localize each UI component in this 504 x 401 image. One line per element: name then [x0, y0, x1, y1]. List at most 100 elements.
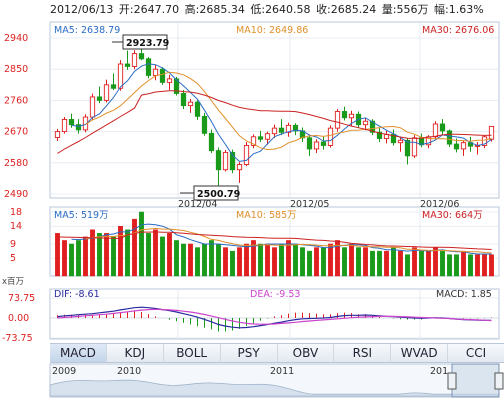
- volume-ma10-line: [85, 227, 492, 254]
- volume-y-ticks: 18 14 9 5: [10, 207, 22, 264]
- volume-bar: [132, 218, 137, 277]
- volume-bar: [426, 250, 431, 277]
- volume-bar: [251, 240, 256, 277]
- candle-body: [124, 63, 131, 67]
- price-y-tick-label: 2760: [4, 95, 28, 106]
- volume-value: 556万: [396, 3, 429, 16]
- low-value: 2640.58: [265, 3, 311, 16]
- candle-body: [159, 68, 166, 83]
- volume-bar: [188, 243, 193, 277]
- navigator-left-handle[interactable]: [447, 372, 457, 390]
- close-value: 2685.24: [330, 3, 377, 16]
- price-y-tick-label: 2490: [4, 189, 28, 200]
- volume-bar: [307, 250, 312, 277]
- volume-bar: [97, 233, 102, 277]
- candle-body: [145, 58, 152, 76]
- tab-boll[interactable]: BOLL: [164, 344, 221, 362]
- candle-body: [166, 78, 173, 83]
- dif-legend: DIF: -8.61: [54, 289, 100, 300]
- candle-body: [68, 119, 75, 126]
- volume-bar: [440, 250, 445, 277]
- candle-body: [180, 93, 187, 107]
- price-y-tick-label: 2940: [4, 33, 28, 44]
- macd-y-ticks: 73.75 0.00 -73.75: [2, 293, 35, 344]
- candle-body: [152, 68, 159, 76]
- volume-bar: [328, 243, 333, 277]
- candle-body: [320, 141, 327, 146]
- candle-body: [334, 111, 341, 129]
- volume-bar: [468, 254, 473, 277]
- candle-body: [96, 96, 103, 101]
- dea-legend: DEA: -9.53: [250, 289, 300, 300]
- high-annotation: 2923.79: [112, 34, 169, 50]
- tab-macd[interactable]: MACD: [50, 344, 107, 362]
- volume-bar: [272, 247, 277, 277]
- candle-body: [103, 84, 110, 101]
- volume-bar: [125, 229, 130, 277]
- candle-body: [117, 63, 124, 89]
- candle-body: [439, 123, 446, 132]
- candle-body: [54, 131, 61, 138]
- candle-body: [390, 133, 397, 144]
- quote-date: 2012/06/13: [50, 3, 114, 16]
- candle-body: [341, 111, 348, 119]
- navigator-right-handle[interactable]: [494, 372, 504, 390]
- volume-bar: [342, 247, 347, 277]
- volume-bar: [398, 250, 403, 277]
- candle-body: [397, 139, 404, 144]
- volume-bar: [482, 254, 487, 277]
- vol-ma5-legend: MA5: 519万: [54, 210, 109, 221]
- open-label: 开:: [118, 3, 134, 16]
- volume-bar: [167, 233, 172, 277]
- volume-bar: [447, 254, 452, 277]
- candle-body: [285, 124, 292, 133]
- open-value: 2647.70: [133, 3, 180, 16]
- tab-psy[interactable]: PSY: [221, 344, 278, 362]
- candle-body: [271, 127, 278, 135]
- volume-bar: [230, 250, 235, 277]
- macd-y-tick-label: 73.75: [8, 293, 35, 304]
- candle-body: [61, 119, 68, 133]
- volume-bar: [146, 233, 151, 277]
- candle-body: [173, 78, 180, 94]
- candle-body: [488, 125, 495, 140]
- volume-bar: [279, 243, 284, 277]
- price-panel-frame: [49, 21, 500, 199]
- volume-bar: [363, 247, 368, 277]
- volume-bar: [475, 254, 480, 277]
- volume-bar: [223, 247, 228, 277]
- tab-kdj[interactable]: KDJ: [107, 344, 164, 362]
- x-tick-label: 2012/04: [178, 199, 217, 210]
- volume-bar: [335, 240, 340, 277]
- candle-body: [313, 141, 320, 150]
- candle-body: [278, 127, 285, 133]
- tab-rsi[interactable]: RSI: [334, 344, 392, 362]
- tab-wvad[interactable]: WVAD: [391, 344, 449, 362]
- navigator-window[interactable]: [451, 363, 500, 398]
- tab-cci[interactable]: CCI: [465, 346, 487, 360]
- candle-body: [236, 164, 243, 171]
- candle-body: [306, 137, 313, 150]
- candle-body: [131, 53, 138, 67]
- volume-bar: [461, 250, 466, 277]
- tab-obv[interactable]: OBV: [278, 344, 335, 362]
- vol-ma10-legend: MA10: 585万: [236, 210, 297, 221]
- volume-bar: [209, 240, 214, 277]
- volume-bar: [349, 243, 354, 277]
- volume-bar: [118, 225, 123, 277]
- candle-body: [362, 120, 369, 126]
- navigator-year: 2010: [117, 366, 141, 377]
- price-y-tick-label: 2580: [4, 158, 28, 169]
- candle-body: [243, 145, 250, 165]
- macd-legend: MACD: 1.85: [436, 289, 492, 300]
- navigator-year: 2009: [52, 366, 76, 377]
- volume-bar: [258, 243, 263, 277]
- x-tick-label: 2012/05: [290, 199, 329, 210]
- volume-bar: [489, 254, 494, 277]
- volume-bar: [286, 240, 291, 277]
- candle-body: [327, 127, 334, 146]
- close-label: 收:: [316, 3, 331, 16]
- volume-unit: x百万: [2, 277, 24, 287]
- volume-label: 量:: [381, 3, 397, 16]
